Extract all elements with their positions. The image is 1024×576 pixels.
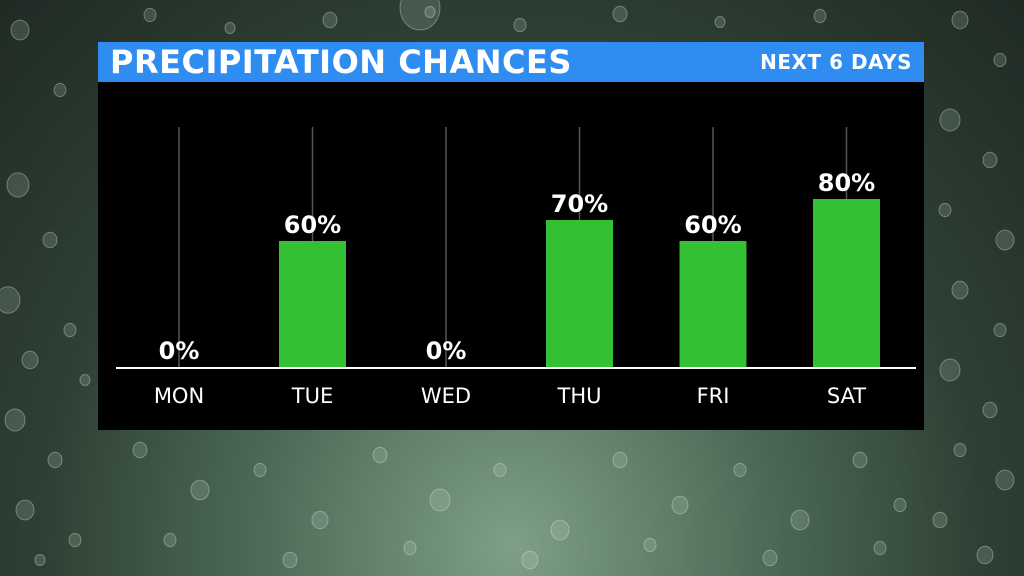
raindrop [938,202,952,218]
value-label-fri: 60% [684,211,741,239]
category-label-fri: FRI [697,384,730,408]
raindrop [612,5,628,23]
bar-sat [813,199,880,367]
raindrop [982,401,998,419]
raindrop [513,17,527,33]
bar-fri [679,241,747,367]
chart-header: PRECIPITATION CHANCES NEXT 6 DAYS [98,42,924,82]
raindrop [951,280,969,300]
raindrop [939,358,961,382]
raindrop [372,446,388,464]
raindrop [643,537,657,553]
raindrop [953,442,967,458]
raindrop [995,469,1015,491]
value-label-tue: 60% [284,211,341,239]
category-label-tue: TUE [291,384,333,408]
raindrop [42,231,58,249]
raindrop [190,479,210,501]
raindrop [34,554,46,566]
value-label-sat: 80% [818,169,875,197]
raindrop [424,6,436,18]
raindrop [932,511,948,529]
raindrop [282,551,298,569]
bar-chart: 0% MON 60% TUE 0% WED 70% THU 60% FRI 80% SAT [116,127,916,408]
raindrop [671,495,689,515]
raindrop [521,550,539,570]
raindrop [733,462,747,478]
raindrop [79,374,91,386]
raindrop [143,7,157,23]
raindrop [612,451,628,469]
raindrop [714,16,726,28]
raindrop [63,322,77,338]
raindrop [53,82,67,98]
raindrop [939,108,961,132]
raindrop [893,497,907,513]
chart-title: PRECIPITATION CHANCES [110,43,572,81]
raindrop [224,22,236,34]
raindrop [163,532,177,548]
raindrop [762,549,778,567]
raindrop [852,451,868,469]
value-label-mon: 0% [159,337,200,365]
raindrop [253,462,267,478]
raindrop [403,540,417,556]
raindrop [47,451,63,469]
raindrop [68,532,82,548]
raindrop [399,0,441,31]
raindrop [982,151,998,169]
raindrop [813,8,827,24]
raindrop [873,540,887,556]
raindrop [0,286,21,314]
category-label-sat: SAT [827,384,866,408]
raindrop [976,545,994,565]
value-label-thu: 70% [551,190,608,218]
raindrop [995,229,1015,251]
raindrop [6,172,30,198]
raindrop [15,499,35,521]
raindrop [10,19,30,41]
bar-thu [546,220,613,367]
category-label-mon: MON [154,384,204,408]
value-label-wed: 0% [426,337,467,365]
raindrop [493,462,507,478]
raindrop [790,509,810,531]
raindrop [4,408,26,432]
category-label-thu: THU [557,384,602,408]
raindrop [322,11,338,29]
raindrop [951,10,969,30]
raindrop [311,510,329,530]
raindrop [993,322,1007,338]
raindrop [132,441,148,459]
raindrop [21,350,39,370]
raindrop [550,519,570,541]
raindrop [993,52,1007,68]
category-label-wed: WED [421,384,471,408]
chart-panel: PRECIPITATION CHANCES NEXT 6 DAYS 0% MON 6… [98,42,924,430]
bar-tue [279,241,346,367]
chart-subtitle: NEXT 6 DAYS [760,50,912,74]
raindrop [429,488,451,512]
